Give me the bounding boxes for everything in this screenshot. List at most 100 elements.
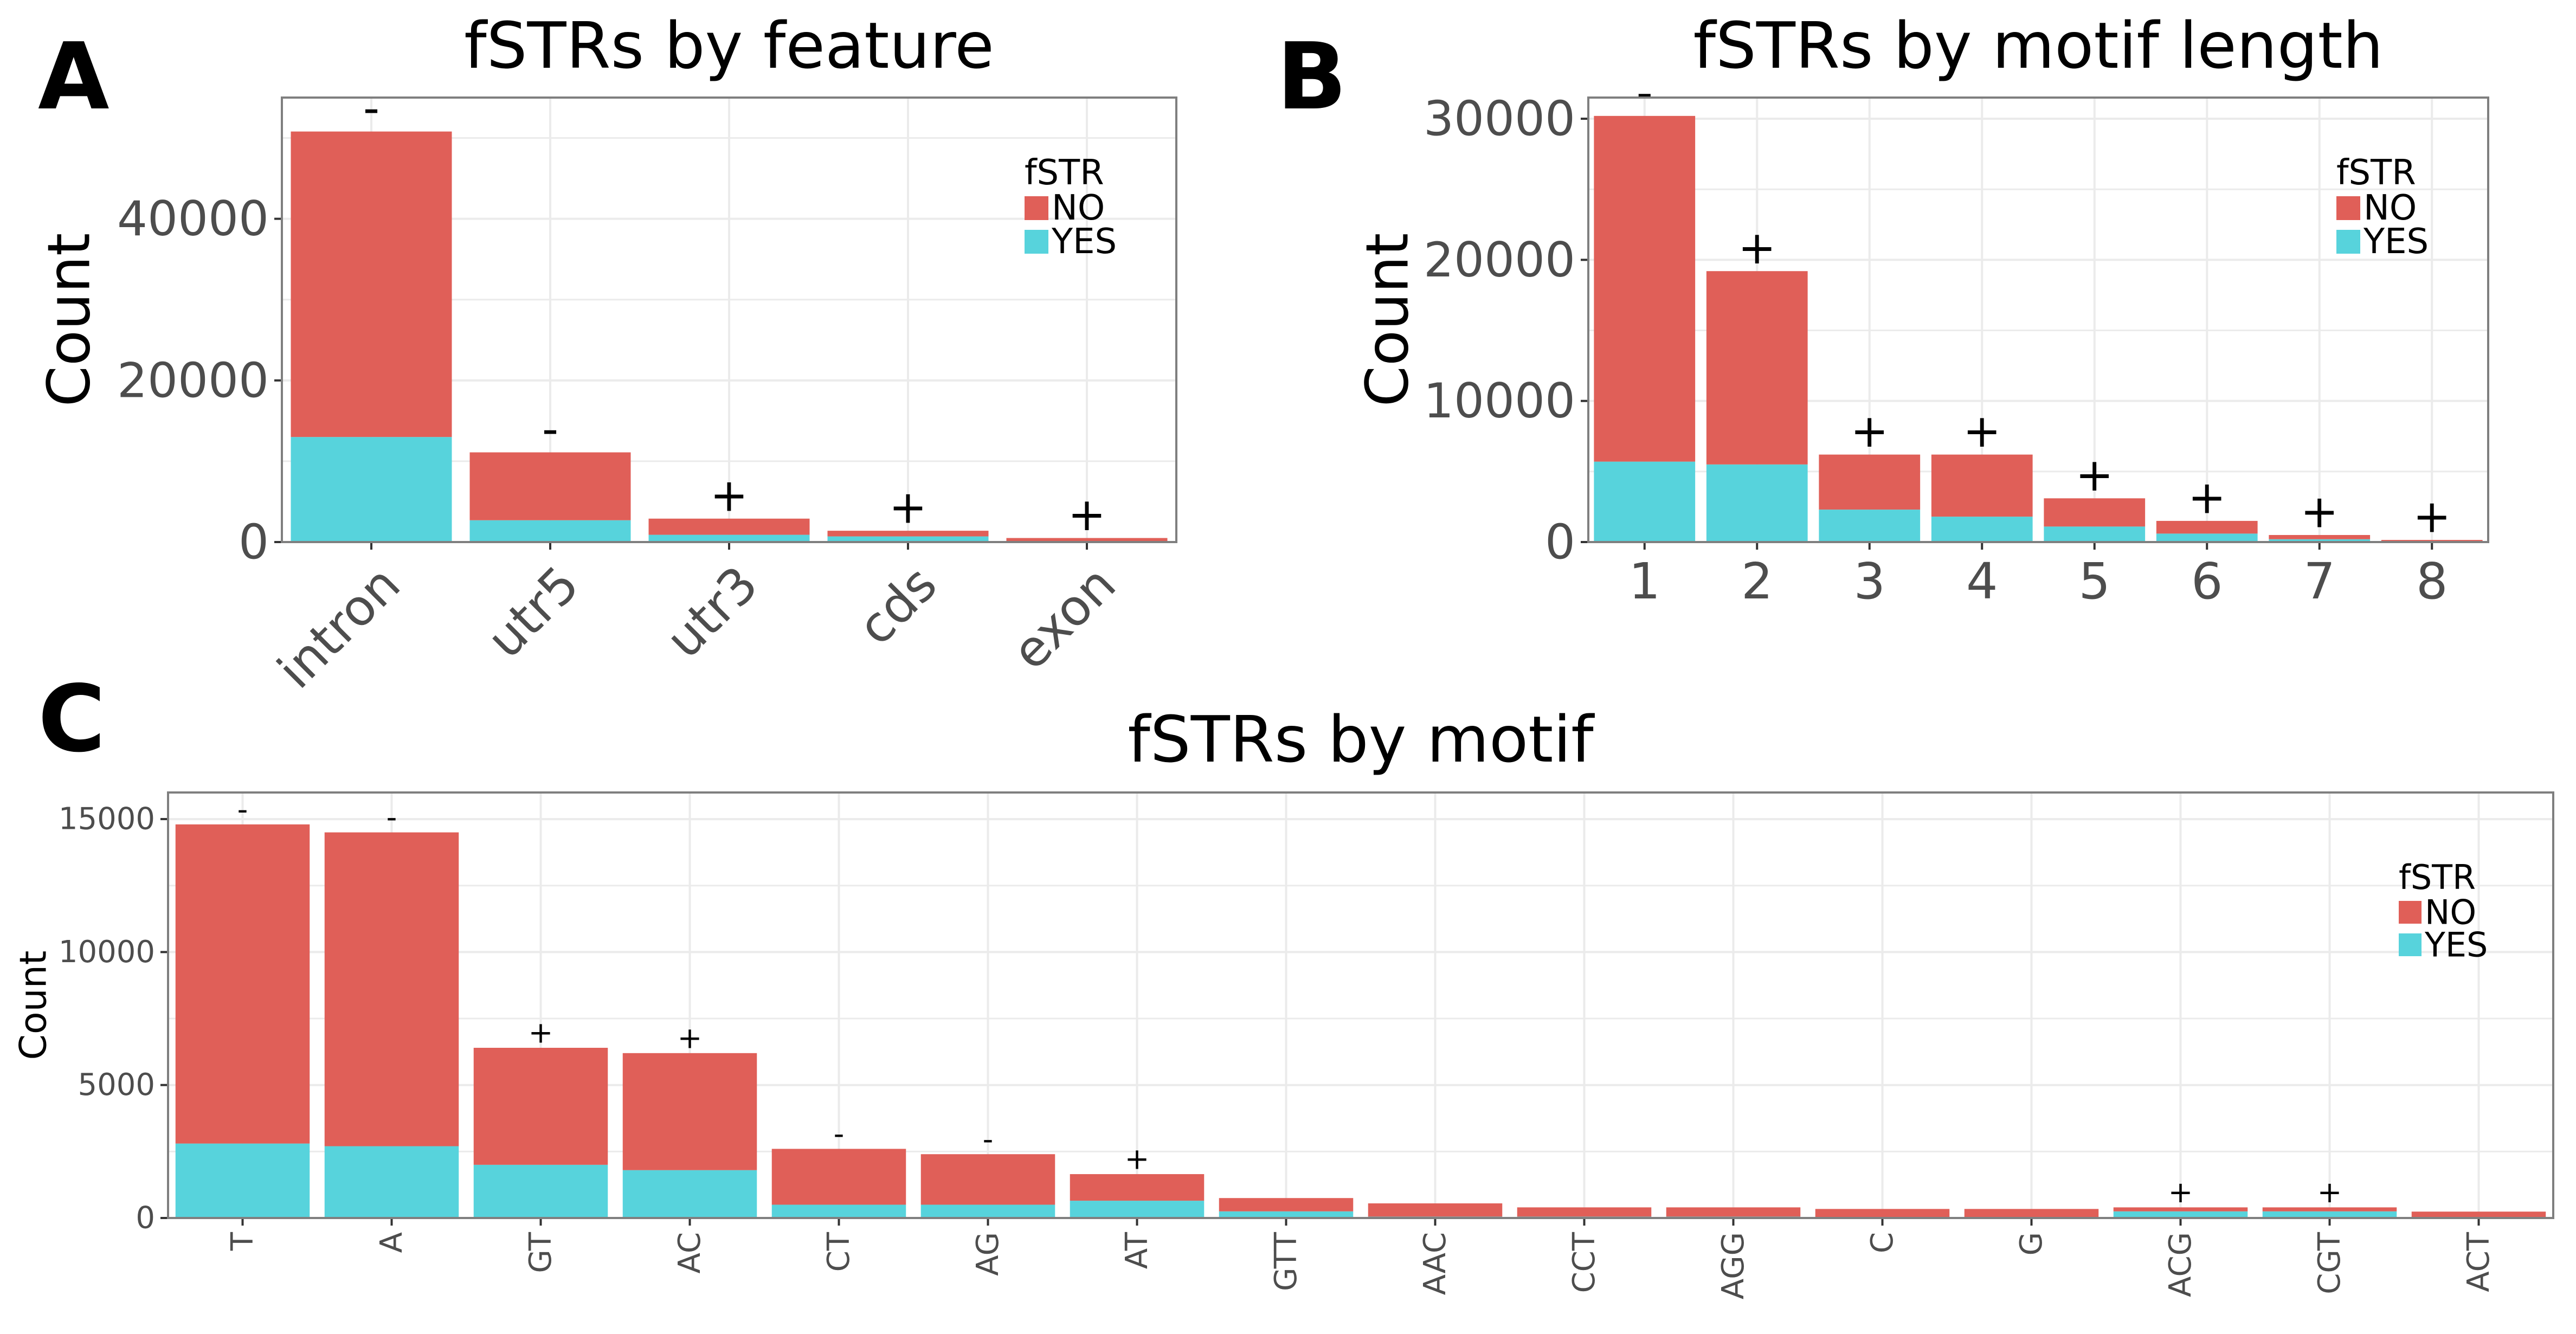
significance-label: + (529, 1015, 553, 1050)
bar-no-cct (1517, 1207, 1652, 1217)
bar-no-4 (1931, 454, 2033, 517)
bar-no-cds (827, 531, 989, 537)
legend-label-no: NO (2364, 188, 2417, 228)
bar-no-act (2411, 1211, 2546, 1217)
bar-yes-at (1070, 1201, 1205, 1218)
bar-yes-cgt (2262, 1211, 2397, 1218)
bar-yes-ag (920, 1204, 1055, 1218)
bar-no-1 (1594, 115, 1696, 462)
bar-no-ct (771, 1149, 906, 1205)
x-tick-label: CT (821, 1232, 856, 1272)
bar-no-3 (1819, 454, 1921, 510)
x-tick-label: A (374, 1232, 409, 1253)
y-tick-label: 10000 (59, 935, 155, 970)
y-tick-label: 40000 (117, 191, 269, 247)
significance-label: + (2413, 490, 2451, 543)
x-tick-label: 4 (1966, 552, 1998, 610)
bar-yes-2 (1706, 464, 1808, 542)
bar-yes-intron (291, 437, 452, 542)
y-tick-label: 5000 (78, 1067, 155, 1103)
legend-swatch-no (2336, 196, 2360, 220)
legend-swatch-yes (2399, 933, 2422, 956)
significance-label: - (834, 1116, 845, 1151)
bar-no-agg (1666, 1207, 1801, 1217)
y-axis-title: Count (1354, 233, 1422, 407)
significance-label: + (889, 481, 927, 534)
x-tick-label: C (1865, 1232, 1900, 1253)
bar-yes-6 (2156, 533, 2258, 542)
significance-label: + (1963, 404, 2001, 457)
significance-label: - (983, 1122, 994, 1156)
y-axis-title: Count (12, 951, 55, 1060)
significance-label: + (1068, 488, 1106, 541)
bar-no-ac (622, 1053, 757, 1170)
legend-swatch-yes (2336, 230, 2360, 254)
significance-label: - (237, 792, 248, 827)
y-tick-label: 0 (136, 1201, 155, 1236)
significance-label: + (2076, 448, 2114, 501)
x-tick-label: 2 (1741, 552, 1773, 610)
legend-title: fSTR (1025, 153, 1104, 193)
bar-yes-utr5 (469, 520, 631, 542)
bar-yes-1 (1594, 461, 1696, 542)
significance-label: + (2188, 471, 2226, 524)
bar-no-8 (2381, 540, 2483, 542)
x-tick-label: AAC (1418, 1232, 1453, 1295)
significance-label: - (1637, 66, 1653, 119)
bar-no-at (1070, 1174, 1205, 1201)
panel-letter: A (38, 23, 110, 131)
legend-label-yes: YES (1051, 222, 1117, 262)
y-tick-label: 30000 (1424, 91, 1575, 147)
x-tick-label: CGT (2312, 1232, 2347, 1294)
bar-no-utr5 (469, 452, 631, 520)
bar-no-g (1964, 1209, 2099, 1217)
chart-title: fSTRs by feature (464, 8, 994, 83)
legend-label-yes: YES (2424, 925, 2488, 965)
bar-no-c (1815, 1209, 1950, 1217)
significance-label: + (710, 468, 748, 521)
x-tick-label: ACG (2163, 1232, 2198, 1297)
significance-label: + (1738, 221, 1776, 274)
bar-yes-gtt (1219, 1211, 1354, 1218)
x-tick-label: 5 (2078, 552, 2110, 610)
bar-no-a (324, 832, 459, 1146)
y-tick-label: 10000 (1424, 373, 1575, 429)
x-tick-label: AG (970, 1232, 1006, 1276)
x-tick-label: G (2014, 1232, 2049, 1255)
bar-yes-a (324, 1146, 459, 1218)
bar-yes-utr3 (648, 534, 810, 542)
x-tick-label: AGG (1716, 1232, 1751, 1299)
y-tick-label: 0 (239, 514, 269, 570)
bar-yes-ct (771, 1204, 906, 1218)
legend-label-yes: YES (2363, 222, 2429, 262)
panel-letter: B (1277, 23, 1347, 131)
significance-label: - (387, 800, 397, 834)
bar-no-acg (2113, 1207, 2248, 1211)
x-tick-label: ACT (2461, 1232, 2496, 1292)
bar-no-t (175, 824, 310, 1144)
plot-frame (281, 96, 1177, 543)
significance-label: + (1851, 404, 1889, 457)
bar-yes-gt (473, 1164, 608, 1218)
bar-no-2 (1706, 271, 1808, 465)
significance-label: + (1125, 1142, 1150, 1176)
x-tick-label: 3 (1853, 552, 1885, 610)
bar-no-ag (920, 1154, 1055, 1205)
x-tick-label: AC (672, 1232, 707, 1273)
bar-no-utr3 (648, 518, 810, 535)
bar-no-aac (1368, 1203, 1503, 1217)
x-tick-label: 6 (2191, 552, 2223, 610)
x-tick-label: GTT (1268, 1232, 1304, 1291)
bar-no-exon (1006, 538, 1168, 542)
y-tick-label: 20000 (117, 352, 269, 408)
x-tick-label: AT (1119, 1232, 1155, 1269)
x-tick-label: 7 (2303, 552, 2335, 610)
bar-no-gtt (1219, 1198, 1354, 1211)
bar-no-gt (473, 1048, 608, 1165)
significance-label: + (2301, 485, 2339, 538)
significance-label: + (2317, 1175, 2342, 1209)
bar-no-6 (2156, 520, 2258, 534)
